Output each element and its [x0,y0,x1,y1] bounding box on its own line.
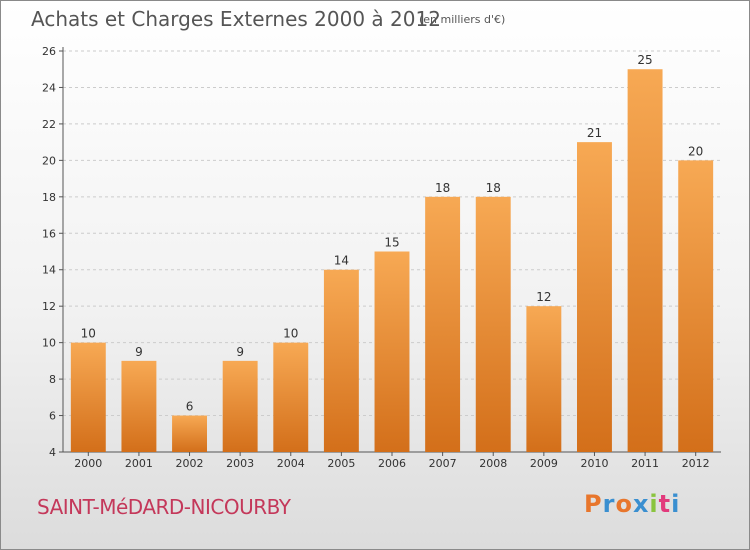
bar-2006 [374,251,410,452]
y-tick-label: 4 [49,446,56,459]
logo-letter: x [632,490,650,518]
bar-2008 [475,196,511,452]
bar-2004 [273,342,309,452]
logo-letter: i [649,490,659,518]
bar-2000 [70,342,106,452]
y-tick-label: 6 [49,410,56,423]
x-tick-label-2006: 2006 [378,457,406,470]
bar-2003 [222,360,258,452]
chart-subtitle: (en milliers d'€) [419,13,506,26]
bar-2009 [526,306,562,452]
data-label-2007: 18 [435,181,450,195]
data-label-2006: 15 [384,236,399,250]
x-tick-label-2001: 2001 [125,457,153,470]
x-tick-label-2007: 2007 [429,457,457,470]
y-tick-label: 26 [42,45,56,58]
y-tick-label: 24 [42,81,56,94]
y-tick-label: 12 [42,300,56,313]
chart-title: Achats et Charges Externes 2000 à 2012 [31,7,441,31]
bar-2007 [425,196,461,452]
logo-letter: i [671,490,681,518]
data-label-2001: 9 [135,345,143,359]
x-tick-label-2012: 2012 [682,457,710,470]
proxiti-logo: Proxiti [584,490,680,518]
bar-2005 [323,269,359,452]
y-tick-label: 10 [42,337,56,350]
y-tick-label: 20 [42,154,56,167]
bars [70,69,714,453]
logo-letter: r [602,490,616,518]
data-label-2009: 12 [536,290,551,304]
data-label-2004: 10 [283,327,298,341]
logo-letter: t [658,490,672,518]
bar-2002 [172,415,208,452]
x-tick-label-2009: 2009 [530,457,558,470]
bar-2001 [121,360,157,452]
y-tick-label: 16 [42,227,56,240]
data-label-2008: 18 [486,181,501,195]
x-tick-label-2011: 2011 [631,457,659,470]
x-tick-label-2003: 2003 [226,457,254,470]
bar-2010 [576,142,612,453]
data-labels: 10 9 6 9 10 14 15 18 18 12 21 25 20 [81,53,704,413]
bar-2011 [627,69,663,453]
x-tick-label-2004: 2004 [277,457,305,470]
bar-2012 [678,160,714,452]
data-label-2003: 9 [236,345,244,359]
data-label-2000: 10 [81,327,96,341]
logo-letter: P [584,490,603,518]
data-label-2010: 21 [587,126,602,140]
y-tick-label: 8 [49,373,56,386]
y-tick-label: 18 [42,191,56,204]
x-tick-label-2002: 2002 [176,457,204,470]
y-tick-label: 22 [42,118,56,131]
commune-name: SAINT-MéDARD-NICOURBY [37,495,291,519]
x-tick-label-2008: 2008 [479,457,507,470]
data-label-2011: 25 [637,53,652,67]
y-tick-label: 14 [42,264,56,277]
logo-letter: o [615,490,633,518]
x-tick-label-2000: 2000 [74,457,102,470]
data-label-2002: 6 [186,400,194,414]
data-label-2012: 20 [688,144,703,158]
data-label-2005: 14 [334,254,349,268]
x-tick-label-2010: 2010 [580,457,608,470]
x-tick-label-2005: 2005 [327,457,355,470]
